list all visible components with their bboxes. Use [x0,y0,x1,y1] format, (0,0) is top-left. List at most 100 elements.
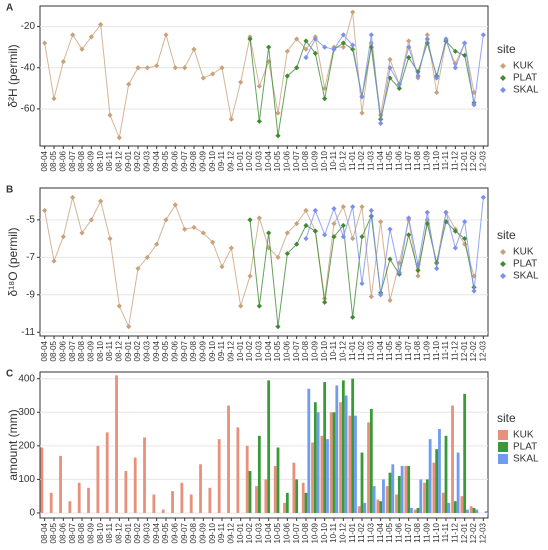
bar [115,375,118,513]
bar [453,501,457,513]
point [294,220,300,227]
bar [469,506,473,513]
plot-area [39,5,489,147]
bar [133,457,137,513]
point [312,207,318,214]
legend-title: site [497,228,516,242]
x-tick-label: 12-03 [478,340,487,361]
point [387,256,393,262]
legend-label: KUK [513,247,534,258]
point [452,48,458,54]
point [406,232,412,238]
legend-label: SKAL [513,454,539,465]
point [303,222,309,229]
legend-swatch [500,87,506,93]
x-tick-label: 12-03 [478,150,487,171]
x-tick-label: 10-07 [292,522,301,543]
point [443,36,449,42]
point [368,32,374,38]
bar [227,405,230,513]
bar [304,492,308,513]
x-tick-label: 11-03 [366,522,375,542]
point [284,230,290,236]
point [144,65,150,71]
x-tick-label: 08-08 [77,340,86,361]
point [312,228,318,234]
x-tick-label: 09-01 [124,522,133,543]
bar [87,487,90,513]
point [340,234,346,240]
point [350,42,356,48]
x-tick-label: 10-03 [254,150,263,171]
bar [285,492,289,513]
point [303,54,309,61]
point [116,135,122,141]
x-tick-label: 11-08 [413,522,422,542]
x-tick-label: 09-04 [152,340,161,361]
x-tick-label: 11-08 [413,340,422,360]
bar [276,447,280,513]
x-tick-label: 09-10 [208,340,217,361]
x-tick-label: 09-06 [170,340,179,361]
point [359,204,365,210]
x-tick-label: 11-09 [422,340,431,360]
point [70,32,76,38]
point [452,245,458,251]
point [359,234,365,240]
point [163,32,169,38]
x-tick-label: 11-05 [385,522,394,542]
bar [273,465,277,513]
bar [351,378,355,513]
bar [367,422,370,513]
x-tick-label: 11-04 [376,340,385,360]
bar [379,501,383,513]
point [126,324,132,330]
bar [208,487,212,513]
x-tick-label: 11-03 [366,150,375,170]
x-tick-label: 10-12 [338,340,347,361]
bar [283,502,286,513]
x-tick-label: 11-10 [432,522,441,542]
legend-swatch [500,273,506,279]
x-tick-label: 09-02 [133,150,142,171]
point [126,81,132,87]
point [228,245,234,251]
bar [161,509,165,513]
plot-area [39,371,489,519]
x-tick-label: 08-08 [77,150,86,171]
x-tick-label: 10-05 [273,150,282,171]
x-tick-label: 08-05 [49,150,58,171]
point [452,65,458,71]
bar [416,507,420,513]
x-tick-label: 10-02 [245,340,254,361]
x-tick-label: 11-05 [385,340,394,360]
y-axis-label: δ²H (permil) [6,44,20,107]
point [322,96,328,102]
point [368,213,374,219]
bar [391,464,395,513]
y-tick-label: 400 [18,373,35,384]
y-tick-label: -5 [26,214,35,225]
x-tick-label: 11-07 [404,340,413,360]
series-line [305,34,484,124]
x-tick-label: 08-05 [49,340,58,361]
point [256,303,262,309]
bar [152,494,156,513]
x-tick-label: 08-10 [96,150,105,171]
x-tick-label: 08-07 [68,522,77,543]
legend-label: PLAT [513,259,537,270]
y-tick-label: -40 [21,62,36,73]
bar [180,482,184,513]
x-tick-label: 08-11 [105,340,114,360]
x-tick-label: 11-05 [385,150,394,170]
point [107,112,113,118]
x-tick-label: 11-12 [450,340,459,360]
x-tick-label: 11-01 [348,150,357,170]
point [359,110,365,116]
point [256,83,262,89]
x-tick-label: 09-06 [170,522,179,543]
point [331,234,337,240]
bar [385,486,389,513]
bar [400,465,404,513]
